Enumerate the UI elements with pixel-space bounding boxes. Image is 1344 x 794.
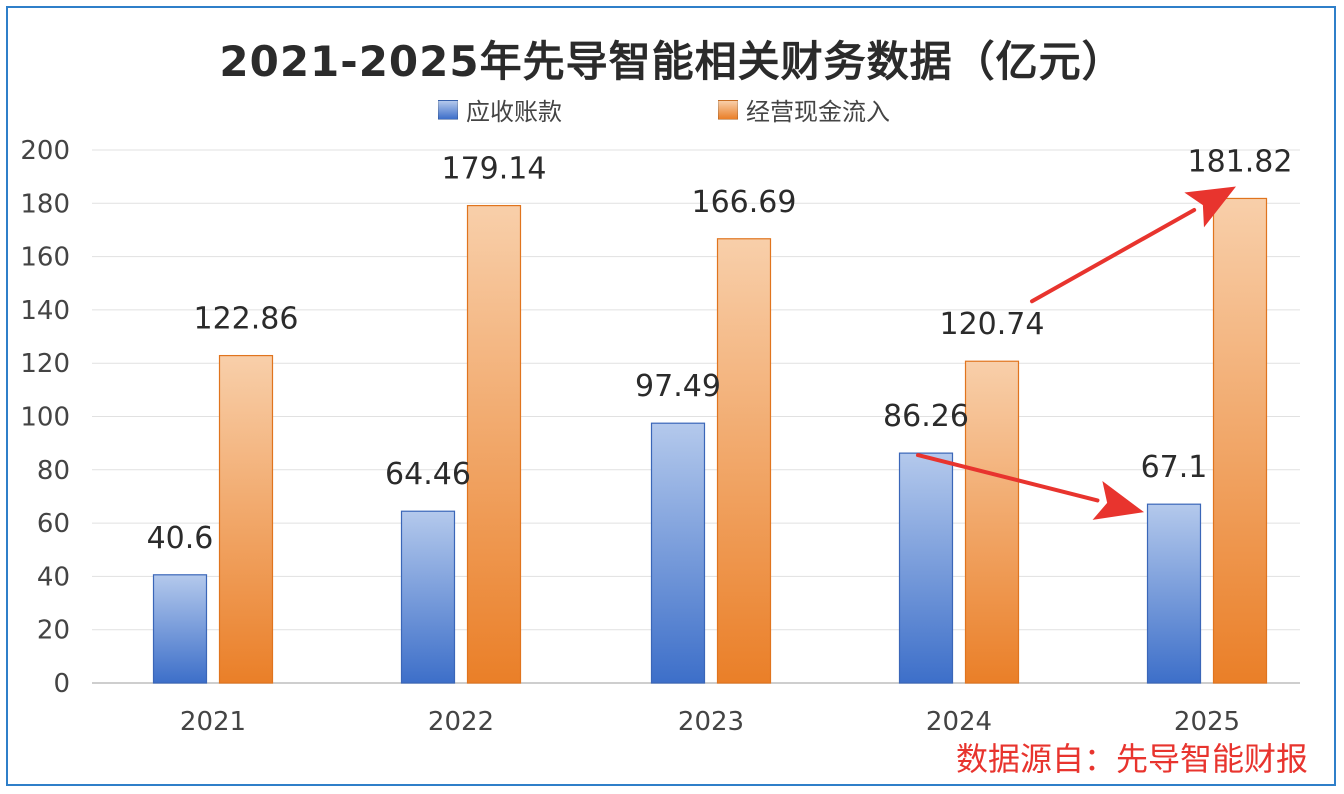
cash-inflow-arrow-shaft <box>1030 207 1197 304</box>
data-label: 179.14 <box>442 152 547 187</box>
y-tick-label: 100 <box>20 403 70 433</box>
cash-inflow-arrow-head <box>1184 186 1236 228</box>
y-tick-label: 0 <box>53 669 70 699</box>
data-label: 120.74 <box>940 307 1045 342</box>
data-label: 67.1 <box>1141 450 1208 485</box>
y-tick-label: 160 <box>20 243 70 273</box>
bar-receivables-2023 <box>650 422 706 684</box>
data-label: 122.86 <box>194 302 299 337</box>
data-label: 64.46 <box>385 457 471 492</box>
receivables-arrow-head <box>1092 481 1144 520</box>
bar-cash-inflow-2025 <box>1212 197 1268 684</box>
y-tick-label: 20 <box>37 616 70 646</box>
legend-swatch-orange <box>718 99 738 120</box>
bar-receivables-2021 <box>152 574 208 684</box>
bar-cash-inflow-2024 <box>964 360 1020 684</box>
y-tick-label: 180 <box>20 189 70 219</box>
data-label: 166.69 <box>692 185 797 220</box>
y-tick-label: 120 <box>20 349 70 379</box>
data-label: 40.6 <box>147 521 214 556</box>
legend-item-series-1: 应收账款 <box>438 92 562 127</box>
y-tick-label: 80 <box>37 456 70 486</box>
chart-title: 2021-2025年先导智能相关财务数据（亿元） <box>219 37 1125 86</box>
legend-swatch-blue <box>438 99 458 120</box>
x-tick-label: 2021 <box>180 707 246 737</box>
x-tick-label: 2025 <box>1174 707 1240 737</box>
y-tick-label: 140 <box>20 296 70 326</box>
legend-label-series-2: 经营现金流入 <box>746 98 890 126</box>
y-tick-label: 60 <box>37 509 70 539</box>
x-tick-label: 2022 <box>428 707 494 737</box>
legend-label-series-1: 应收账款 <box>466 98 562 126</box>
chart-legend: 应收账款 经营现金流入 <box>0 92 1344 126</box>
bar-receivables-2024 <box>898 452 954 684</box>
x-tick-label: 2024 <box>926 707 992 737</box>
x-tick-label: 2023 <box>678 707 744 737</box>
data-label: 86.26 <box>883 399 969 434</box>
source-note: 数据源自：先导智能财报 <box>955 740 1308 778</box>
receivables-arrow-shaft <box>916 453 1100 503</box>
y-tick-label: 40 <box>37 562 70 592</box>
bar-cash-inflow-2023 <box>716 238 772 684</box>
bar-cash-inflow-2021 <box>218 354 274 684</box>
bar-receivables-2025 <box>1146 503 1202 684</box>
data-label: 181.82 <box>1188 144 1293 179</box>
bar-receivables-2022 <box>400 510 456 684</box>
bar-cash-inflow-2022 <box>466 204 522 684</box>
y-tick-label: 200 <box>20 136 70 166</box>
legend-item-series-2: 经营现金流入 <box>718 92 890 127</box>
data-label: 97.49 <box>635 369 721 404</box>
